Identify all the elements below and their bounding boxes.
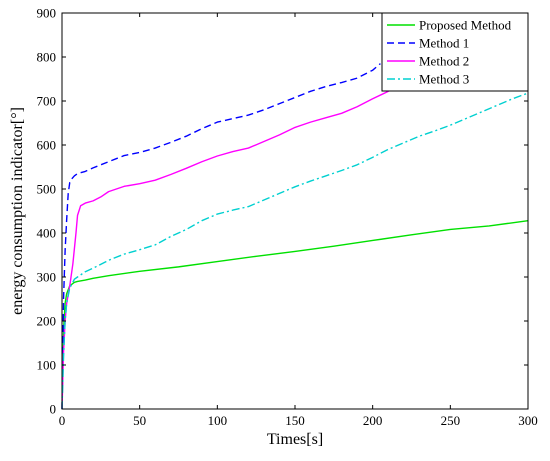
series-line-proposed-method [61, 219, 529, 410]
y-tick-label: 200 [37, 314, 57, 329]
series-line-method-2 [61, 81, 405, 410]
x-tick-label: 250 [441, 413, 461, 428]
legend: Proposed Method Method 1 Method 2 Method 3 [381, 12, 529, 92]
legend-label: Method 3 [419, 72, 469, 87]
series-line-method-3 [61, 92, 529, 410]
x-tick-label: 200 [363, 413, 383, 428]
y-tick-label: 700 [37, 94, 57, 109]
x-tick-label: 100 [208, 413, 228, 428]
x-tick-label: 50 [133, 413, 146, 428]
x-tick-label: 300 [518, 413, 538, 428]
y-tick-label: 0 [50, 402, 57, 417]
y-tick-label: 600 [37, 138, 57, 153]
y-tick-label: 300 [37, 270, 57, 285]
legend-label: Method 2 [419, 54, 469, 69]
y-tick-label: 100 [37, 358, 57, 373]
x-axis-title: Times[s] [267, 431, 323, 448]
legend-label: Method 1 [419, 36, 469, 51]
y-tick-label: 400 [37, 226, 57, 241]
axis-ticks: 0 50 100 150 200 250 300 0 100 200 300 400 500 600 700… [37, 6, 538, 429]
y-tick-label: 900 [37, 6, 57, 21]
series-layer [61, 63, 529, 410]
y-axis-title: energy consumption indicator[°] [9, 107, 26, 315]
series-line-method-1 [61, 63, 381, 410]
legend-box [381, 12, 529, 92]
x-tick-label: 0 [59, 413, 66, 428]
x-tick-label: 150 [285, 413, 305, 428]
y-tick-label: 500 [37, 182, 57, 197]
legend-label: Proposed Method [419, 18, 512, 33]
y-tick-label: 800 [37, 50, 57, 65]
